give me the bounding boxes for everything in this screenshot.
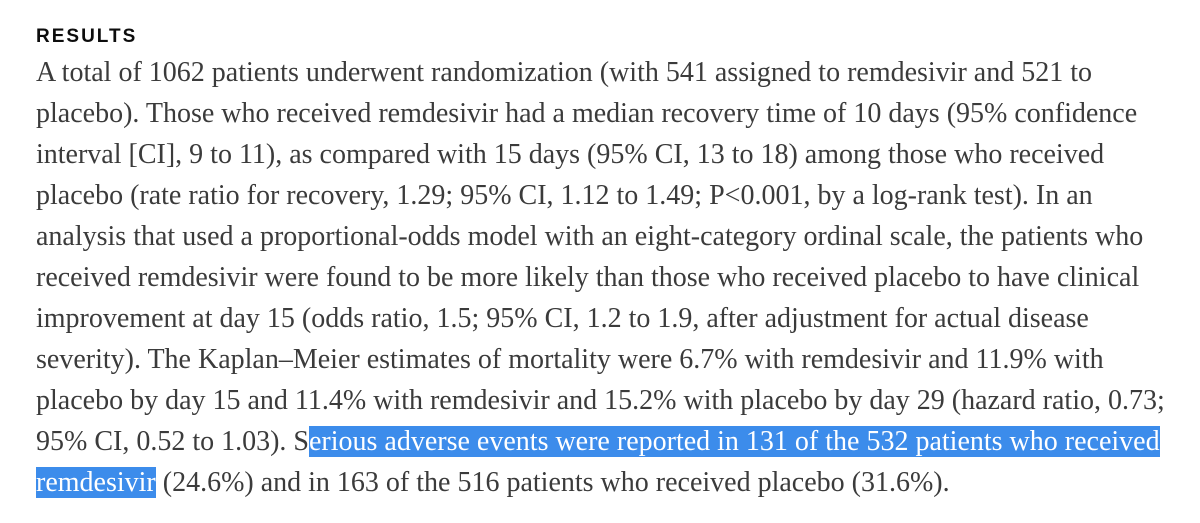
paragraph-text-before-selection: A total of 1062 patients underwent rando… [36, 56, 1165, 457]
results-heading: RESULTS [36, 26, 138, 47]
paragraph-text-after-selection: (24.6%) and in 163 of the 516 patients w… [155, 466, 950, 498]
abstract-results-paragraph: A total of 1062 patients underwent rando… [36, 52, 1186, 503]
